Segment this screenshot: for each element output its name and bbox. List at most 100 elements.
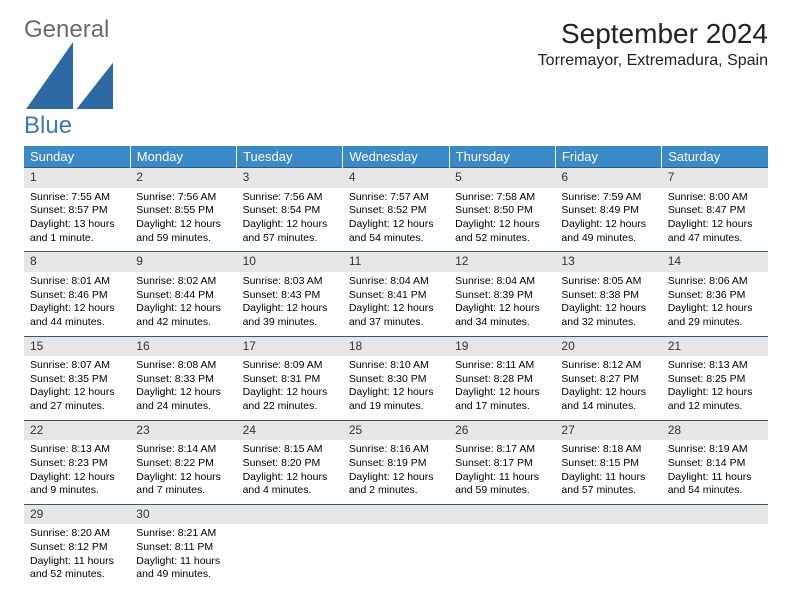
daylight-line: Daylight: 12 hours and 52 minutes. (455, 218, 549, 245)
day-number-empty (237, 505, 343, 525)
daylight-line: Daylight: 12 hours and 47 minutes. (668, 218, 762, 245)
day-body: Sunrise: 7:57 AMSunset: 8:52 PMDaylight:… (343, 188, 449, 252)
sunrise-line: Sunrise: 8:14 AM (136, 443, 230, 457)
day-body: Sunrise: 8:01 AMSunset: 8:46 PMDaylight:… (24, 272, 130, 336)
sunset-line: Sunset: 8:22 PM (136, 457, 230, 471)
daylight-line: Daylight: 13 hours and 1 minute. (30, 218, 124, 245)
day-number: 28 (662, 421, 768, 441)
sunrise-line: Sunrise: 8:03 AM (243, 275, 337, 289)
calendar-table: SundayMondayTuesdayWednesdayThursdayFrid… (24, 146, 768, 588)
daylight-line: Daylight: 12 hours and 2 minutes. (349, 471, 443, 498)
day-number: 1 (24, 168, 130, 188)
calendar-day-cell: 13Sunrise: 8:05 AMSunset: 8:38 PMDayligh… (555, 252, 661, 336)
sunset-line: Sunset: 8:27 PM (561, 373, 655, 387)
day-number: 16 (130, 337, 236, 357)
day-body: Sunrise: 8:21 AMSunset: 8:11 PMDaylight:… (130, 524, 236, 588)
sunrise-line: Sunrise: 8:16 AM (349, 443, 443, 457)
weekday-header: Monday (130, 146, 236, 168)
day-number: 25 (343, 421, 449, 441)
sunset-line: Sunset: 8:20 PM (243, 457, 337, 471)
daylight-line: Daylight: 12 hours and 29 minutes. (668, 302, 762, 329)
daylight-line: Daylight: 12 hours and 42 minutes. (136, 302, 230, 329)
sunset-line: Sunset: 8:49 PM (561, 204, 655, 218)
calendar-day-cell: 10Sunrise: 8:03 AMSunset: 8:43 PMDayligh… (237, 252, 343, 336)
day-body: Sunrise: 8:19 AMSunset: 8:14 PMDaylight:… (662, 440, 768, 504)
day-number-empty (662, 505, 768, 525)
day-body: Sunrise: 8:16 AMSunset: 8:19 PMDaylight:… (343, 440, 449, 504)
day-number: 12 (449, 252, 555, 272)
day-number: 7 (662, 168, 768, 188)
calendar-day-cell: 11Sunrise: 8:04 AMSunset: 8:41 PMDayligh… (343, 252, 449, 336)
day-body: Sunrise: 8:03 AMSunset: 8:43 PMDaylight:… (237, 272, 343, 336)
daylight-line: Daylight: 11 hours and 59 minutes. (455, 471, 549, 498)
calendar-day-cell: 16Sunrise: 8:08 AMSunset: 8:33 PMDayligh… (130, 336, 236, 420)
sunrise-line: Sunrise: 8:20 AM (30, 527, 124, 541)
daylight-line: Daylight: 12 hours and 59 minutes. (136, 218, 230, 245)
day-body: Sunrise: 8:12 AMSunset: 8:27 PMDaylight:… (555, 356, 661, 420)
weekday-header: Friday (555, 146, 661, 168)
day-number: 11 (343, 252, 449, 272)
calendar-day-cell: 26Sunrise: 8:17 AMSunset: 8:17 PMDayligh… (449, 420, 555, 504)
sunrise-line: Sunrise: 8:04 AM (455, 275, 549, 289)
calendar-day-cell: 15Sunrise: 8:07 AMSunset: 8:35 PMDayligh… (24, 336, 130, 420)
daylight-line: Daylight: 11 hours and 49 minutes. (136, 555, 230, 582)
weekday-header: Saturday (662, 146, 768, 168)
sunrise-line: Sunrise: 8:15 AM (243, 443, 337, 457)
day-body: Sunrise: 7:56 AMSunset: 8:54 PMDaylight:… (237, 188, 343, 252)
calendar-day-cell: 23Sunrise: 8:14 AMSunset: 8:22 PMDayligh… (130, 420, 236, 504)
day-number: 10 (237, 252, 343, 272)
day-body: Sunrise: 7:58 AMSunset: 8:50 PMDaylight:… (449, 188, 555, 252)
day-body: Sunrise: 8:11 AMSunset: 8:28 PMDaylight:… (449, 356, 555, 420)
logo-text: General Blue (24, 18, 111, 138)
sunrise-line: Sunrise: 8:17 AM (455, 443, 549, 457)
weekday-header: Wednesday (343, 146, 449, 168)
day-number: 2 (130, 168, 236, 188)
calendar-body: 1Sunrise: 7:55 AMSunset: 8:57 PMDaylight… (24, 168, 768, 588)
sunrise-line: Sunrise: 7:58 AM (455, 191, 549, 205)
day-body: Sunrise: 8:10 AMSunset: 8:30 PMDaylight:… (343, 356, 449, 420)
calendar-day-cell: 18Sunrise: 8:10 AMSunset: 8:30 PMDayligh… (343, 336, 449, 420)
day-body-empty (237, 524, 343, 572)
day-number: 30 (130, 505, 236, 525)
calendar-day-cell: 25Sunrise: 8:16 AMSunset: 8:19 PMDayligh… (343, 420, 449, 504)
day-number: 8 (24, 252, 130, 272)
sunset-line: Sunset: 8:57 PM (30, 204, 124, 218)
day-body: Sunrise: 7:59 AMSunset: 8:49 PMDaylight:… (555, 188, 661, 252)
sunrise-line: Sunrise: 7:56 AM (136, 191, 230, 205)
calendar-day-cell (237, 504, 343, 588)
sunset-line: Sunset: 8:33 PM (136, 373, 230, 387)
calendar-day-cell: 7Sunrise: 8:00 AMSunset: 8:47 PMDaylight… (662, 168, 768, 252)
day-body-empty (343, 524, 449, 572)
calendar-day-cell: 28Sunrise: 8:19 AMSunset: 8:14 PMDayligh… (662, 420, 768, 504)
sunrise-line: Sunrise: 8:11 AM (455, 359, 549, 373)
logo: General Blue (24, 18, 111, 138)
day-body: Sunrise: 8:14 AMSunset: 8:22 PMDaylight:… (130, 440, 236, 504)
day-body: Sunrise: 8:08 AMSunset: 8:33 PMDaylight:… (130, 356, 236, 420)
weekday-header: Thursday (449, 146, 555, 168)
day-number: 4 (343, 168, 449, 188)
day-number: 17 (237, 337, 343, 357)
logo-word2: Blue (24, 112, 72, 139)
calendar-day-cell: 29Sunrise: 8:20 AMSunset: 8:12 PMDayligh… (24, 504, 130, 588)
day-body: Sunrise: 8:00 AMSunset: 8:47 PMDaylight:… (662, 188, 768, 252)
day-number: 20 (555, 337, 661, 357)
weekday-header: Tuesday (237, 146, 343, 168)
day-body: Sunrise: 8:06 AMSunset: 8:36 PMDaylight:… (662, 272, 768, 336)
day-number: 29 (24, 505, 130, 525)
sunset-line: Sunset: 8:17 PM (455, 457, 549, 471)
sunset-line: Sunset: 8:15 PM (561, 457, 655, 471)
sunset-line: Sunset: 8:28 PM (455, 373, 549, 387)
day-body: Sunrise: 8:04 AMSunset: 8:41 PMDaylight:… (343, 272, 449, 336)
day-body: Sunrise: 8:13 AMSunset: 8:23 PMDaylight:… (24, 440, 130, 504)
day-number: 13 (555, 252, 661, 272)
calendar-day-cell: 27Sunrise: 8:18 AMSunset: 8:15 PMDayligh… (555, 420, 661, 504)
sunrise-line: Sunrise: 8:07 AM (30, 359, 124, 373)
sunrise-line: Sunrise: 8:21 AM (136, 527, 230, 541)
month-title: September 2024 (538, 18, 768, 50)
day-number: 5 (449, 168, 555, 188)
sunrise-line: Sunrise: 8:13 AM (668, 359, 762, 373)
sunset-line: Sunset: 8:41 PM (349, 289, 443, 303)
calendar-day-cell: 6Sunrise: 7:59 AMSunset: 8:49 PMDaylight… (555, 168, 661, 252)
calendar-day-cell: 22Sunrise: 8:13 AMSunset: 8:23 PMDayligh… (24, 420, 130, 504)
day-body: Sunrise: 8:05 AMSunset: 8:38 PMDaylight:… (555, 272, 661, 336)
